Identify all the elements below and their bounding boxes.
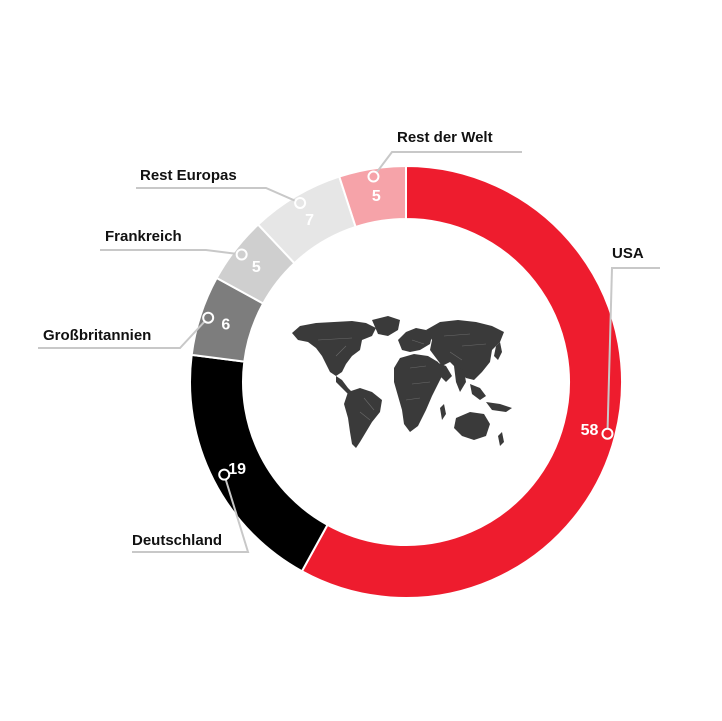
category-label-rest-der-welt: Rest der Welt <box>397 129 493 146</box>
leader-line-grossbritannien <box>38 317 209 349</box>
marker-grossbritannien <box>202 311 215 324</box>
marker-rest-der-welt <box>367 170 380 183</box>
donut-segments <box>189 164 623 599</box>
leader-line-rest-europas <box>136 187 301 204</box>
leader-line-deutschland <box>132 474 250 553</box>
value-label-deutschland: 19 <box>228 461 246 478</box>
world-map-icon <box>292 316 512 448</box>
category-label-deutschland: Deutschland <box>132 532 222 549</box>
category-label-frankreich: Frankreich <box>105 228 182 245</box>
leader-line-rest-der-welt <box>372 151 522 178</box>
value-label-usa: 58 <box>581 422 599 439</box>
category-label-rest-europas: Rest Europas <box>140 167 237 184</box>
value-label-rest-der-welt: 5 <box>372 188 381 205</box>
leader-line-frankreich <box>100 249 242 256</box>
leader-line-usa <box>606 267 660 434</box>
segment-value-labels: 58 19 6 5 7 5 <box>221 188 598 478</box>
value-label-frankreich: 5 <box>252 259 261 276</box>
segment-usa <box>300 164 623 599</box>
marker-rest-europas <box>294 196 307 209</box>
category-label-grossbritannien: Großbritannien <box>43 327 151 344</box>
category-label-usa: USA <box>612 245 644 262</box>
value-label-rest-europas: 7 <box>305 212 314 229</box>
marker-frankreich <box>235 248 248 261</box>
marker-deutschland <box>218 468 231 481</box>
segment-rest-der-welt <box>337 164 407 229</box>
marker-usa <box>601 427 614 440</box>
category-callouts: USA Deutschland Großbritannien Frankreich Re… <box>38 129 660 553</box>
value-label-grossbritannien: 6 <box>221 316 230 333</box>
